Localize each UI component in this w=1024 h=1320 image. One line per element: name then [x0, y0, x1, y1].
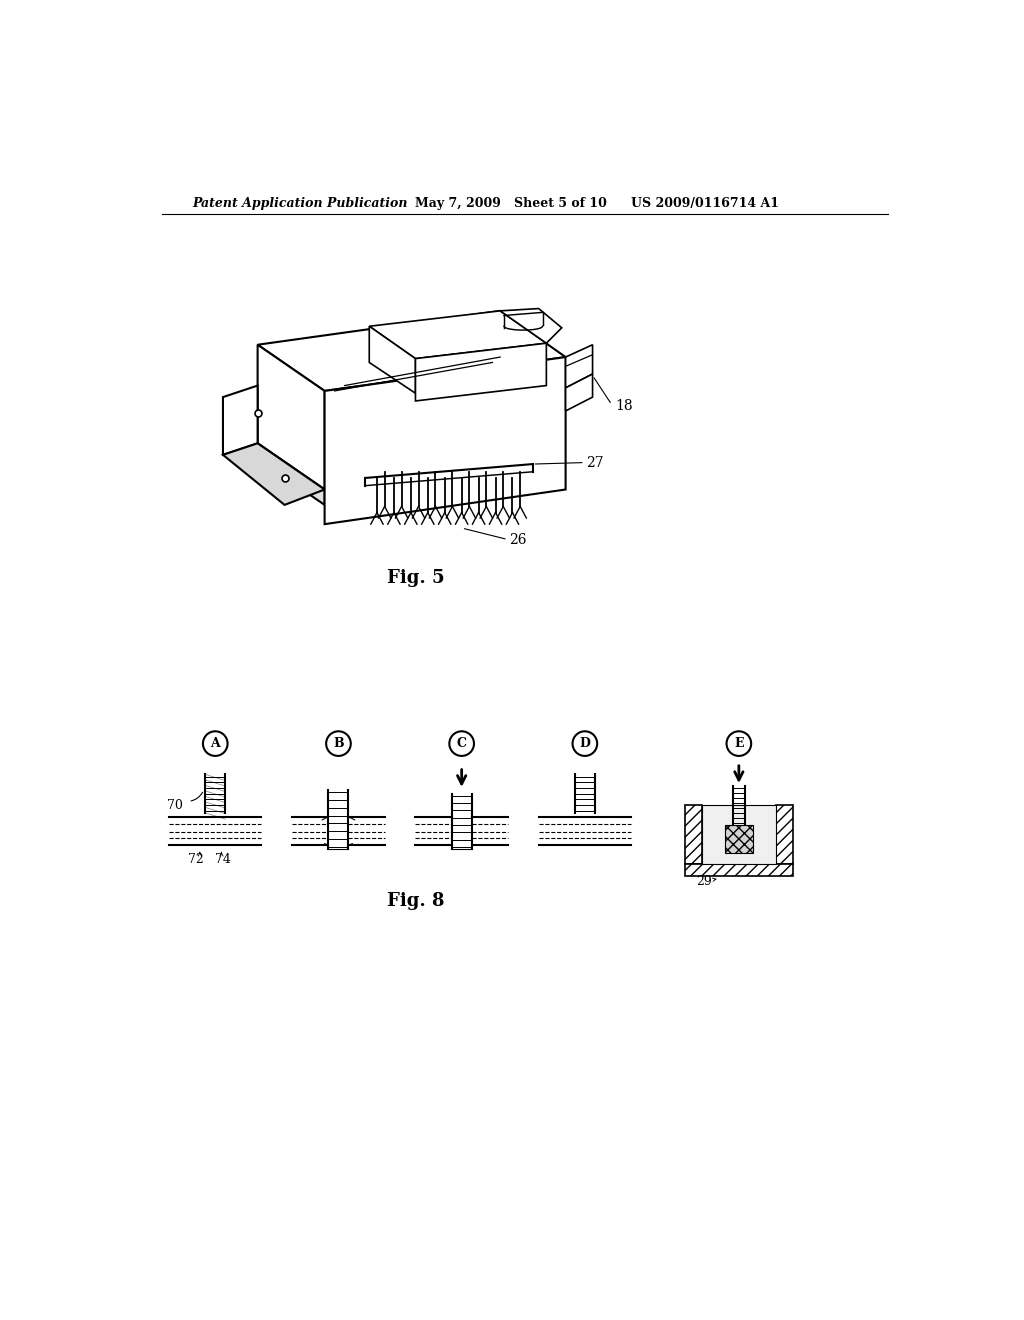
Polygon shape: [223, 444, 325, 506]
Text: C: C: [457, 737, 467, 750]
Text: US 2009/0116714 A1: US 2009/0116714 A1: [631, 197, 779, 210]
Polygon shape: [258, 444, 325, 506]
Text: A: A: [210, 737, 220, 750]
Polygon shape: [565, 345, 593, 388]
Text: Patent Application Publication: Patent Application Publication: [193, 197, 408, 210]
Text: D: D: [580, 737, 590, 750]
Polygon shape: [685, 805, 701, 865]
Text: E: E: [734, 737, 743, 750]
Text: Fig. 8: Fig. 8: [387, 892, 444, 911]
Polygon shape: [258, 312, 565, 391]
Text: 70: 70: [167, 799, 183, 812]
Polygon shape: [223, 385, 258, 455]
Polygon shape: [370, 326, 416, 393]
Polygon shape: [258, 345, 325, 490]
Text: May 7, 2009   Sheet 5 of 10: May 7, 2009 Sheet 5 of 10: [416, 197, 607, 210]
Polygon shape: [776, 805, 793, 865]
Text: 26: 26: [509, 533, 527, 548]
Text: 29: 29: [696, 875, 712, 888]
Text: 27: 27: [587, 455, 604, 470]
Polygon shape: [416, 343, 547, 401]
Text: Fig. 5: Fig. 5: [387, 569, 444, 587]
Text: 74: 74: [215, 853, 230, 866]
Polygon shape: [325, 358, 565, 524]
Polygon shape: [370, 312, 547, 359]
Text: 72: 72: [188, 853, 204, 866]
Text: 18: 18: [615, 400, 633, 413]
Polygon shape: [565, 374, 593, 411]
Polygon shape: [500, 309, 562, 343]
Polygon shape: [725, 825, 753, 853]
Polygon shape: [685, 865, 793, 876]
Polygon shape: [701, 805, 776, 865]
Text: B: B: [333, 737, 344, 750]
